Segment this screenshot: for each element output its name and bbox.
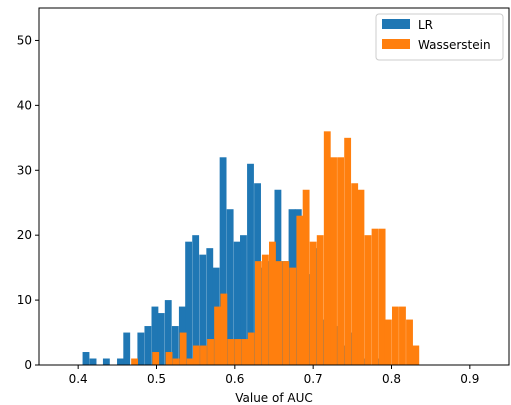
y-tick-label: 50 xyxy=(17,33,32,47)
bar-lr-1 xyxy=(89,358,97,365)
bar-lr-21 xyxy=(247,163,254,365)
x-tick-label: 0.9 xyxy=(460,372,479,386)
bar-wasserstein-36 xyxy=(399,306,406,365)
bar-wasserstein-32 xyxy=(371,228,379,365)
bar-lr-4 xyxy=(123,332,131,365)
plot-frame xyxy=(38,7,510,366)
bar-wasserstein-33 xyxy=(378,228,386,365)
x-axis-label: Value of AUC xyxy=(235,391,313,405)
bar-wasserstein-35 xyxy=(391,306,399,365)
bar-wasserstein-25 xyxy=(323,131,331,365)
bar-wasserstein-9 xyxy=(214,306,222,365)
bar-lr-8 xyxy=(157,313,165,365)
legend-label: LR xyxy=(418,18,433,32)
bar-wasserstein-5 xyxy=(186,358,194,365)
bar-wasserstein-23 xyxy=(309,241,317,365)
bar-lr-10 xyxy=(171,326,179,365)
bar-wasserstein-20 xyxy=(289,267,297,365)
bar-wasserstein-15 xyxy=(254,261,262,365)
bar-lr-9 xyxy=(164,300,172,365)
bar-wasserstein-3 xyxy=(172,358,180,365)
bar-wasserstein-2 xyxy=(165,352,173,365)
x-axis: 0.4 0.5 0.6 0.7 0.8 0.9 xyxy=(69,365,479,386)
x-tick-label: 0.7 xyxy=(304,372,323,386)
bar-wasserstein-14 xyxy=(247,332,255,365)
bar-wasserstein-38 xyxy=(412,345,420,365)
bar-wasserstein-0 xyxy=(131,358,138,365)
bar-lr-20 xyxy=(240,235,247,365)
bar-lr-13 xyxy=(192,235,200,365)
bar-wasserstein-30 xyxy=(357,189,365,365)
legend-swatch xyxy=(382,39,410,49)
bar-wasserstein-31 xyxy=(364,235,372,365)
x-tick-label: 0.5 xyxy=(147,372,166,386)
bar-wasserstein-29 xyxy=(351,183,359,365)
bar-wasserstein-6 xyxy=(193,345,200,365)
plot-bars xyxy=(82,131,420,365)
x-tick-label: 0.8 xyxy=(382,372,401,386)
bar-wasserstein-4 xyxy=(179,332,187,365)
bar-wasserstein-13 xyxy=(241,339,249,365)
y-axis: 0 10 20 30 40 50 xyxy=(17,33,39,372)
bar-wasserstein-19 xyxy=(282,261,290,365)
y-tick-label: 10 xyxy=(17,293,32,307)
bar-wasserstein-26 xyxy=(330,157,337,365)
bar-lr-15 xyxy=(206,248,214,365)
bar-wasserstein-37 xyxy=(406,319,413,365)
bar-wasserstein-28 xyxy=(344,137,352,365)
bar-lr-6 xyxy=(144,326,152,365)
legend-swatch xyxy=(382,19,410,29)
bar-lr-3 xyxy=(117,358,124,365)
bar-wasserstein-24 xyxy=(316,235,324,365)
y-tick-label: 0 xyxy=(24,358,32,372)
bar-wasserstein-16 xyxy=(261,254,269,365)
legend-label: Wasserstein xyxy=(418,38,491,52)
bar-wasserstein-7 xyxy=(200,345,207,365)
bar-lr-14 xyxy=(199,254,207,365)
bar-wasserstein-27 xyxy=(337,157,345,365)
y-tick-label: 40 xyxy=(17,98,32,112)
bar-lr-5 xyxy=(137,332,145,365)
bar-wasserstein-22 xyxy=(302,189,310,365)
bar-wasserstein-18 xyxy=(275,261,283,365)
bar-wasserstein-12 xyxy=(234,339,242,365)
legend: LR Wasserstein xyxy=(375,13,504,61)
bar-wasserstein-17 xyxy=(269,241,276,365)
bar-wasserstein-10 xyxy=(220,293,228,365)
bar-wasserstein-1 xyxy=(152,352,160,365)
bar-lr-12 xyxy=(185,241,193,365)
bar-wasserstein-21 xyxy=(296,215,304,365)
bar-lr-7 xyxy=(151,306,159,365)
y-tick-label: 20 xyxy=(17,228,32,242)
bar-lr-2 xyxy=(102,358,110,365)
x-tick-label: 0.4 xyxy=(69,372,88,386)
bar-wasserstein-34 xyxy=(384,319,392,365)
bar-lr-18 xyxy=(226,209,234,365)
bar-lr-19 xyxy=(233,241,241,365)
bar-lr-0 xyxy=(82,352,90,365)
x-tick-label: 0.6 xyxy=(225,372,244,386)
bar-wasserstein-8 xyxy=(207,339,214,365)
y-tick-label: 30 xyxy=(17,163,32,177)
bar-wasserstein-11 xyxy=(227,339,235,365)
bar-lr-17 xyxy=(219,157,227,365)
